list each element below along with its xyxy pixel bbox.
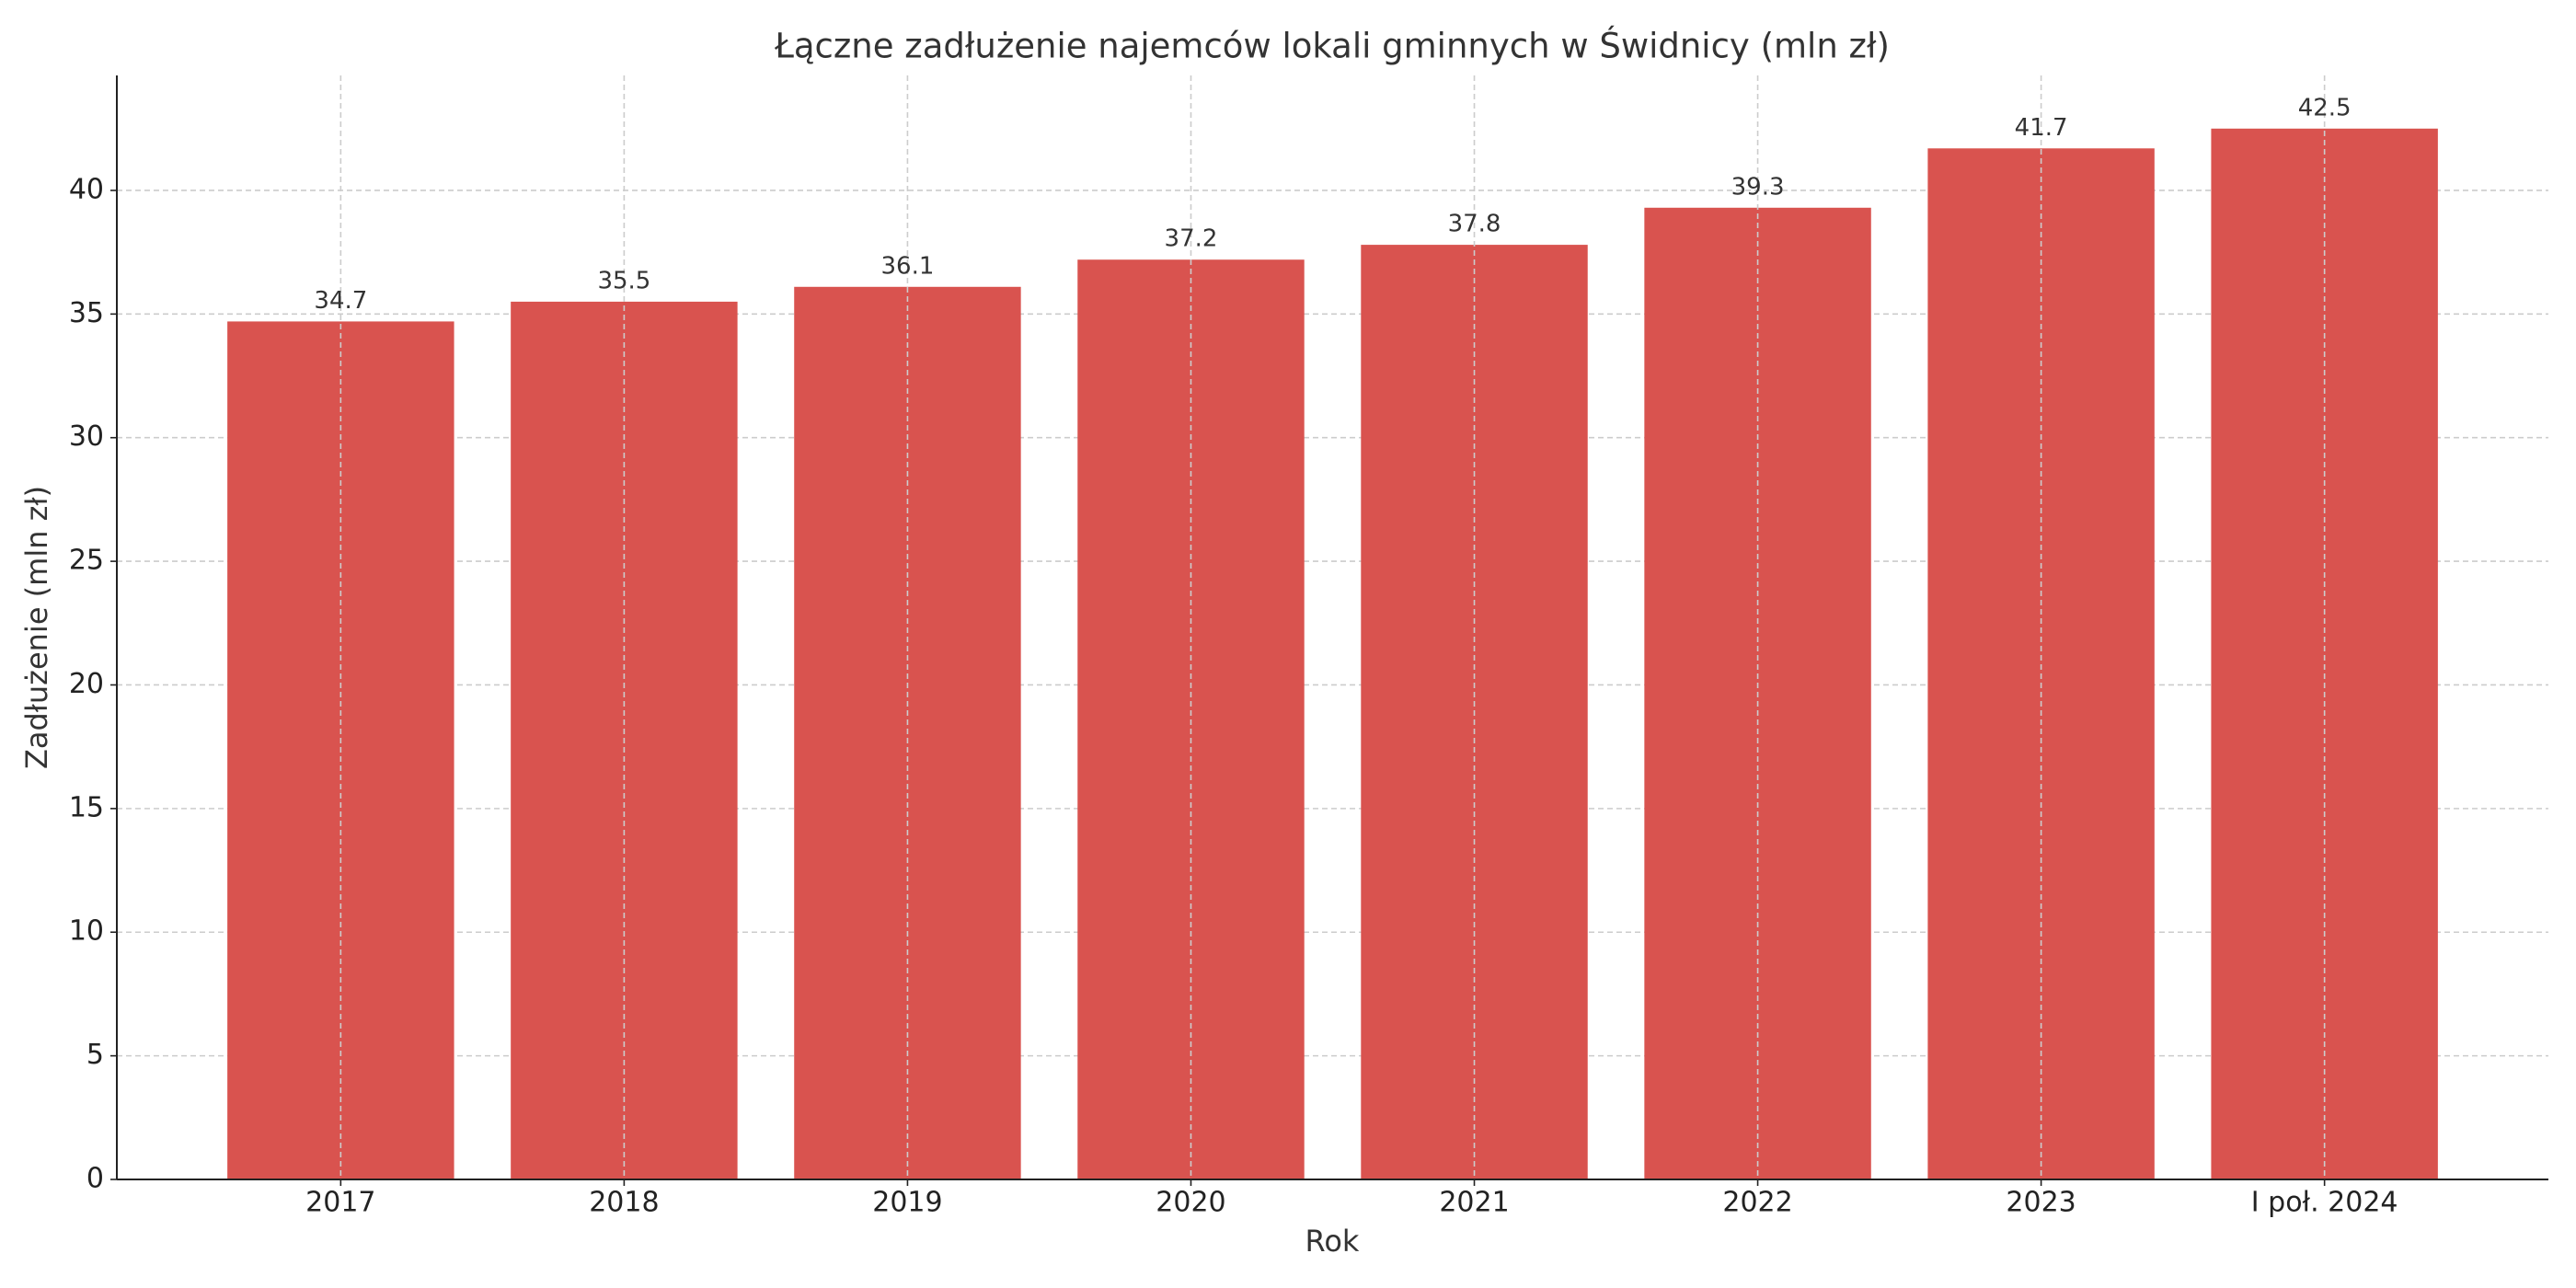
value-label: 35.5 <box>597 267 650 294</box>
bar <box>2211 128 2438 1180</box>
value-label: 41.7 <box>2015 114 2068 142</box>
x-tick-label: 2023 <box>2006 1187 2076 1219</box>
y-axis-label: Zadłużenie (mln zł) <box>19 486 54 769</box>
x-tick-label: I poł. 2024 <box>2251 1187 2398 1219</box>
y-tick-label: 20 <box>69 668 104 700</box>
y-tick-label: 35 <box>69 297 104 329</box>
x-tick-label: 2021 <box>1439 1187 1509 1219</box>
value-label: 36.1 <box>880 252 934 280</box>
y-tick-label: 40 <box>69 173 104 205</box>
y-tick-label: 25 <box>69 545 104 577</box>
y-tick-label: 5 <box>86 1039 104 1071</box>
y-tick-label: 15 <box>69 791 104 823</box>
value-label: 39.3 <box>1731 173 1785 201</box>
x-tick-label: 2020 <box>1156 1187 1225 1219</box>
y-tick-label: 0 <box>86 1163 104 1195</box>
y-tick-label: 10 <box>69 915 104 948</box>
x-tick-label: 2018 <box>589 1187 659 1219</box>
value-label: 42.5 <box>2298 94 2352 121</box>
x-tick-label: 2022 <box>1722 1187 1792 1219</box>
y-tick-label: 30 <box>69 420 104 453</box>
x-axis-label: Rok <box>1305 1224 1360 1259</box>
chart-title: Łączne zadłużenie najemców lokali gminny… <box>774 26 1890 66</box>
x-tick-label: 2017 <box>305 1187 375 1219</box>
value-label: 37.8 <box>1448 211 1501 238</box>
value-label: 34.7 <box>314 287 367 315</box>
value-label: 37.2 <box>1165 225 1218 253</box>
x-tick-label: 2019 <box>872 1187 942 1219</box>
